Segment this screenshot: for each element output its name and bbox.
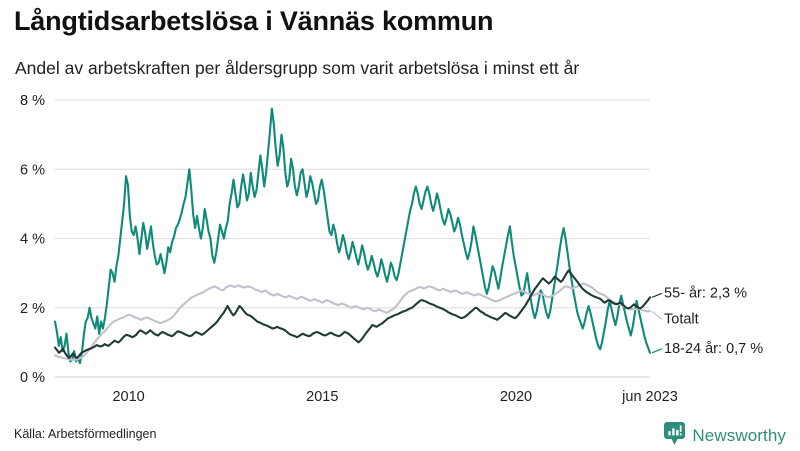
series-line (53, 282, 652, 361)
ytick-label: 0 % (20, 370, 45, 386)
xtick-label: 2020 (500, 389, 532, 405)
series-inline-label: Totalt (664, 311, 699, 327)
xtick-labels-group: 2010 2015 2020 jun 2023 (112, 389, 677, 405)
ytick-labels-group: 0 % 2 % 4 % 6 % 8 % (20, 93, 45, 386)
series-line (53, 107, 652, 365)
brand-logo: Newsworthy (664, 421, 786, 451)
source-note: Källa: Arbetsförmedlingen (14, 427, 157, 441)
bar-chart-pin-icon (664, 421, 686, 451)
ytick-label: 4 % (20, 232, 45, 248)
series-label-connector (651, 292, 663, 298)
series-inline-labels-group: 55- år: 2,3 % Totalt 18-24 år: 0,7 % (651, 285, 763, 357)
series-label-connector (651, 348, 663, 354)
xtick-label: 2010 (112, 389, 144, 405)
chart-subtitle: Andel av arbetskraften per åldersgrupp s… (15, 58, 580, 78)
xtick-label: 2015 (306, 389, 338, 405)
series-paths-group (53, 107, 652, 365)
series-label-connector (651, 310, 663, 320)
series-inline-label: 18-24 år: 0,7 % (664, 341, 763, 357)
series-inline-label: 55- år: 2,3 % (664, 285, 747, 301)
xtick-label: jun 2023 (621, 389, 678, 405)
ytick-label: 6 % (20, 162, 45, 178)
ytick-label: 2 % (20, 301, 45, 317)
brand-name: Newsworthy (692, 426, 786, 445)
page-title: Långtidsarbetslösa i Vännäs kommun (14, 6, 494, 36)
ytick-label: 8 % (20, 93, 45, 109)
series-line (53, 269, 652, 360)
